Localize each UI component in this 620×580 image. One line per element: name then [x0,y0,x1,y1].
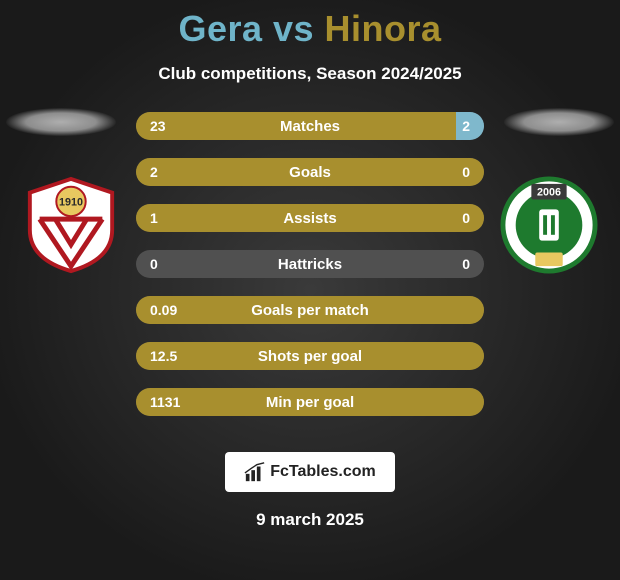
vs-word: vs [263,8,325,49]
player1-name: Gera [178,8,262,49]
subtitle: Club competitions, Season 2024/2025 [0,64,620,84]
stat-label: Shots per goal [136,348,484,365]
player2-name: Hinora [325,8,442,49]
stat-row: 00Hattricks [136,250,484,278]
date-label: 9 march 2025 [0,510,620,530]
comparison-body: 1910 2006 232Matches 20Goals 10Assists 00Ha… [0,112,620,432]
crest-right-year: 2006 [537,187,561,199]
stat-row: 20Goals [136,158,484,186]
stat-label: Goals [136,164,484,181]
team2-crest: 2006 [500,176,598,274]
stat-row: 1131Min per goal [136,388,484,416]
stat-row: 0.09Goals per match [136,296,484,324]
comparison-title: Gera vs Hinora [0,0,620,50]
stat-label: Assists [136,210,484,227]
shadow-ellipse-right [504,108,614,136]
team1-crest: 1910 [22,176,120,274]
bar-chart-icon [244,461,266,483]
branding-text: FcTables.com [270,463,376,481]
stat-row: 232Matches [136,112,484,140]
stat-label: Hattricks [136,256,484,273]
stat-label: Goals per match [136,302,484,319]
crest-left-year: 1910 [59,196,83,208]
shadow-ellipse-left [6,108,116,136]
stat-row: 10Assists [136,204,484,232]
stat-row: 12.5Shots per goal [136,342,484,370]
stat-label: Min per goal [136,394,484,411]
stat-label: Matches [136,118,484,135]
branding-box[interactable]: FcTables.com [225,452,395,492]
stat-rows-container: 232Matches 20Goals 10Assists 00Hattricks 0.0… [136,112,484,434]
